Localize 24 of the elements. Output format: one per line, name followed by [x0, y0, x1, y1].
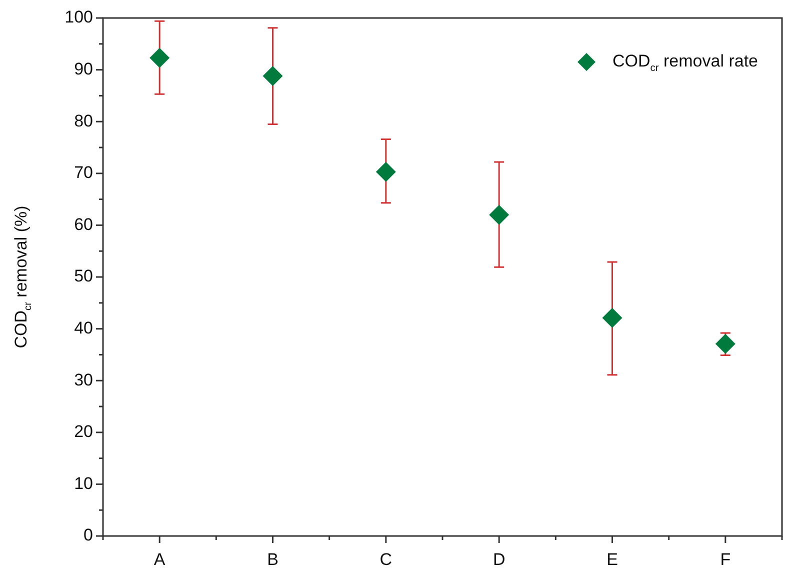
y-tick-label: 0 — [84, 526, 93, 545]
y-tick-label: 90 — [74, 59, 93, 78]
y-tick-label: 40 — [74, 318, 93, 338]
point — [150, 48, 170, 68]
x-tick-label: D — [492, 550, 506, 570]
x-tick-label: E — [606, 550, 618, 570]
y-tick-label: 70 — [74, 163, 93, 182]
point — [376, 162, 396, 182]
y-tick-label: 10 — [74, 474, 93, 493]
y-tick-label: 100 — [64, 8, 93, 27]
y-tick-label: 60 — [74, 214, 93, 234]
x-tick-label: F — [720, 550, 731, 570]
y-axis-title: CODcr removal (%) — [12, 206, 34, 348]
y-tick-label: 50 — [74, 266, 93, 286]
y-tick-label: 80 — [74, 111, 93, 130]
x-tick-label: A — [154, 550, 166, 570]
point — [262, 66, 283, 86]
point — [715, 334, 736, 354]
x-tick-label: C — [380, 550, 392, 570]
point — [489, 204, 510, 225]
y-tick-label: 30 — [74, 370, 93, 390]
y-tick-label: 20 — [74, 422, 93, 442]
point — [602, 308, 622, 328]
x-tick-label: B — [267, 550, 278, 570]
